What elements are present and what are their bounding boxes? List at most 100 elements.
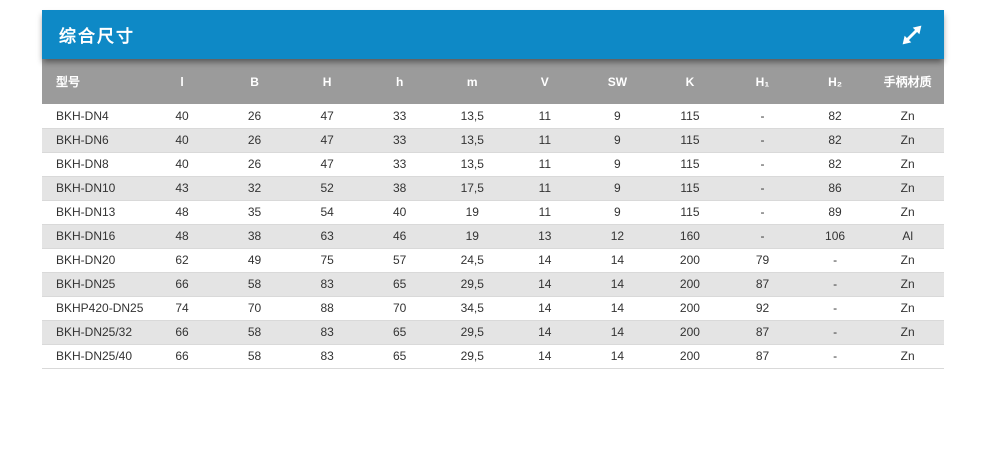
value-cell-m: 29,5 — [435, 344, 509, 369]
model-cell: BKH-DN20 — [42, 248, 146, 273]
value-cell-material: Zn — [871, 320, 944, 345]
value-cell-l: 48 — [145, 200, 219, 225]
value-cell-H1: - — [726, 104, 799, 129]
value-cell-SW: 14 — [581, 248, 654, 273]
value-cell-h: 65 — [363, 320, 436, 345]
value-cell-l: 40 — [145, 104, 219, 129]
value-cell-material: Zn — [871, 152, 944, 177]
value-cell-V: 11 — [508, 104, 582, 129]
value-cell-B: 26 — [218, 104, 291, 129]
value-cell-material: Zn — [871, 200, 944, 225]
value-cell-H: 47 — [290, 152, 364, 177]
value-cell-H2: 86 — [798, 176, 872, 201]
value-cell-K: 200 — [653, 296, 727, 321]
value-cell-m: 24,5 — [435, 248, 509, 273]
value-cell-B: 38 — [218, 224, 291, 249]
panel-title-bar: 综合尺寸 — [42, 10, 944, 59]
value-cell-m: 19 — [435, 200, 509, 225]
value-cell-H2: 82 — [798, 152, 872, 177]
value-cell-H2: - — [798, 320, 872, 345]
value-cell-H1: 87 — [726, 320, 799, 345]
table-row: BKH-DN8 40 26 47 33 13,5 11 9 115-82 Zn — [42, 152, 944, 177]
value-cell-material: Zn — [871, 104, 944, 129]
value-cell-H1: - — [726, 200, 799, 225]
value-cell-H: 83 — [290, 272, 364, 297]
table-row: BKH-DN25 66 58 83 65 29,5 14 14 200 87- Zn — [42, 272, 944, 297]
column-header-SW: SW — [581, 59, 654, 104]
value-cell-H2: 82 — [798, 104, 872, 129]
value-cell-H2: 106 — [798, 224, 872, 249]
value-cell-l: 43 — [145, 176, 219, 201]
value-cell-h: 38 — [363, 176, 436, 201]
value-cell-H: 54 — [290, 200, 364, 225]
value-cell-K: 115 — [653, 128, 727, 153]
value-cell-SW: 12 — [581, 224, 654, 249]
value-cell-l: 40 — [145, 128, 219, 153]
value-cell-H: 47 — [290, 104, 364, 129]
value-cell-m: 34,5 — [435, 296, 509, 321]
value-cell-material: Zn — [871, 248, 944, 273]
value-cell-l: 66 — [145, 344, 219, 369]
value-cell-H: 83 — [290, 344, 364, 369]
model-cell: BKH-DN25 — [42, 272, 146, 297]
value-cell-H: 47 — [290, 128, 364, 153]
value-cell-m: 17,5 — [435, 176, 509, 201]
table-row: BKH-DN16 48 38 63 46 19 13 12 160-106 Al — [42, 224, 944, 249]
value-cell-K: 160 — [653, 224, 727, 249]
value-cell-l: 40 — [145, 152, 219, 177]
value-cell-SW: 14 — [581, 344, 654, 369]
column-header-B: B — [218, 59, 291, 104]
value-cell-B: 26 — [218, 152, 291, 177]
value-cell-V: 14 — [508, 248, 582, 273]
value-cell-H2: - — [798, 248, 872, 273]
value-cell-B: 32 — [218, 176, 291, 201]
column-header-l: l — [145, 59, 219, 104]
value-cell-H1: 87 — [726, 344, 799, 369]
value-cell-l: 48 — [145, 224, 219, 249]
value-cell-K: 115 — [653, 176, 727, 201]
value-cell-h: 33 — [363, 152, 436, 177]
value-cell-material: Zn — [871, 128, 944, 153]
value-cell-V: 11 — [508, 152, 582, 177]
value-cell-H1: 92 — [726, 296, 799, 321]
table-row: BKH-DN13 48 35 54 40 19 11 9 115-89 Zn — [42, 200, 944, 225]
value-cell-l: 74 — [145, 296, 219, 321]
value-cell-H1: 79 — [726, 248, 799, 273]
value-cell-K: 200 — [653, 272, 727, 297]
value-cell-l: 62 — [145, 248, 219, 273]
value-cell-B: 58 — [218, 272, 291, 297]
value-cell-H1: - — [726, 128, 799, 153]
value-cell-H: 52 — [290, 176, 364, 201]
value-cell-SW: 9 — [581, 176, 654, 201]
value-cell-H2: - — [798, 344, 872, 369]
model-cell: BKHP420-DN25 — [42, 296, 146, 321]
value-cell-H1: - — [726, 176, 799, 201]
table-row: BKH-DN20 62 49 75 57 24,5 14 14 200 79- Zn — [42, 248, 944, 273]
value-cell-SW: 14 — [581, 296, 654, 321]
expand-icon[interactable] — [896, 19, 928, 51]
value-cell-H2: - — [798, 296, 872, 321]
table-row: BKH-DN4 40 26 47 33 13,5 11 9 115-82 Zn — [42, 104, 944, 129]
value-cell-m: 13,5 — [435, 128, 509, 153]
value-cell-H2: 89 — [798, 200, 872, 225]
value-cell-B: 58 — [218, 320, 291, 345]
value-cell-K: 115 — [653, 104, 727, 129]
value-cell-V: 11 — [508, 176, 582, 201]
value-cell-SW: 14 — [581, 272, 654, 297]
value-cell-V: 11 — [508, 128, 582, 153]
value-cell-h: 33 — [363, 104, 436, 129]
model-cell: BKH-DN13 — [42, 200, 146, 225]
value-cell-B: 35 — [218, 200, 291, 225]
value-cell-material: Al — [871, 224, 944, 249]
table-row: BKH-DN6 40 26 47 33 13,5 11 9 115-82 Zn — [42, 128, 944, 153]
column-header-material: 手柄材质 — [871, 59, 944, 104]
value-cell-K: 115 — [653, 152, 727, 177]
value-cell-V: 14 — [508, 296, 582, 321]
column-header-m: m — [435, 59, 509, 104]
value-cell-SW: 14 — [581, 320, 654, 345]
value-cell-l: 66 — [145, 272, 219, 297]
table-row: BKH-DN25/32 66 58 83 65 29,5 14 14 200 87- Zn — [42, 320, 944, 345]
